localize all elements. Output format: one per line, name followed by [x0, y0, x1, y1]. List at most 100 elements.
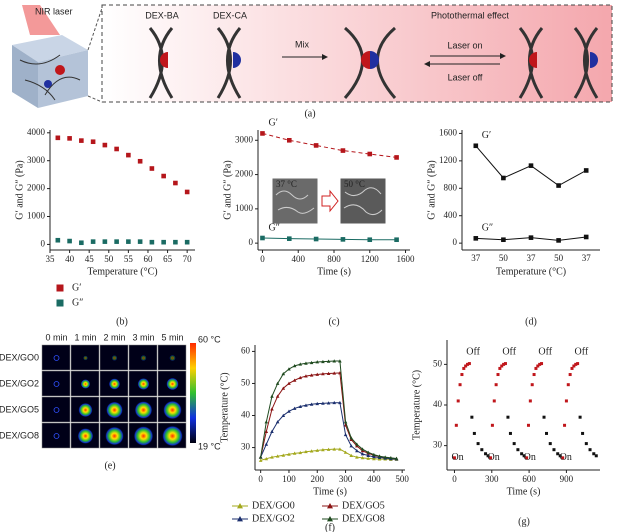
- marker: [184, 189, 190, 195]
- marker: [489, 456, 493, 460]
- marker: [496, 373, 500, 377]
- marker: [264, 420, 269, 424]
- marker: [281, 453, 286, 457]
- marker: [542, 415, 546, 419]
- series-label: G″: [482, 223, 493, 234]
- caption: (e): [104, 460, 115, 471]
- marker: [137, 158, 143, 164]
- arrowhead: [424, 61, 430, 67]
- caption: (d): [525, 316, 537, 327]
- color-bar: [190, 343, 196, 443]
- marker: [568, 373, 572, 377]
- marker: [126, 152, 131, 158]
- laser-on-label: Laser on: [447, 40, 482, 50]
- mix-label: Mix: [295, 39, 309, 49]
- marker: [472, 431, 476, 435]
- marker: [372, 452, 376, 457]
- x-axis-label: Time (s): [507, 486, 541, 497]
- marker: [355, 448, 359, 453]
- row-label: DEX/GO0: [0, 352, 39, 362]
- marker: [452, 456, 456, 460]
- legend-label: DEX/GO2: [252, 513, 295, 524]
- marker: [270, 394, 274, 398]
- marker: [56, 284, 64, 292]
- column-label: 3 min: [132, 332, 154, 342]
- marker: [500, 364, 504, 368]
- marker: [102, 239, 108, 244]
- marker: [321, 401, 325, 405]
- marker: [561, 456, 565, 460]
- thermal-image: [70, 370, 100, 397]
- hot-spot: [83, 355, 88, 361]
- marker: [275, 420, 280, 424]
- marker: [366, 450, 371, 454]
- marker: [287, 381, 291, 385]
- marker: [173, 180, 178, 186]
- marker: [532, 373, 536, 377]
- x-tick-label: 50: [499, 253, 509, 263]
- marker: [530, 383, 534, 387]
- cube-dot: [55, 65, 65, 75]
- marker: [476, 442, 480, 446]
- marker: [315, 448, 320, 452]
- marker: [466, 362, 470, 366]
- marker: [343, 450, 348, 454]
- x-tick-label: 1600: [397, 254, 416, 264]
- x-tick-label: 40: [65, 254, 75, 264]
- marker: [326, 371, 331, 375]
- marker: [501, 237, 506, 243]
- y-axis-label: G′ and G″ (Pa): [426, 160, 437, 219]
- marker: [270, 407, 274, 411]
- marker: [90, 139, 96, 145]
- marker: [304, 374, 308, 378]
- marker: [264, 429, 269, 433]
- marker: [321, 359, 325, 364]
- marker: [538, 362, 542, 366]
- x-axis-label: Temperature (°C): [496, 266, 566, 277]
- marker: [264, 442, 269, 446]
- marker: [161, 239, 166, 245]
- marker: [298, 450, 303, 455]
- marker: [564, 399, 568, 403]
- hot-spot: [166, 377, 179, 391]
- marker: [545, 431, 549, 435]
- hot-spot: [78, 402, 93, 418]
- marker: [528, 235, 534, 240]
- series-label: G′: [482, 130, 491, 141]
- marker: [292, 364, 297, 368]
- marker: [184, 239, 190, 245]
- y-tick-label: 800: [444, 182, 458, 192]
- marker: [338, 447, 342, 451]
- marker: [536, 364, 540, 368]
- component-label: DEX-BA: [145, 10, 179, 20]
- sem-insets: 37 °C 50 °C: [271, 177, 387, 225]
- marker: [315, 401, 320, 406]
- marker: [258, 458, 263, 462]
- marker: [298, 375, 303, 380]
- marker: [287, 452, 291, 456]
- arrowhead: [322, 54, 328, 60]
- cube-strands: [19, 54, 81, 101]
- y-tick-label: 50: [433, 358, 443, 368]
- marker: [338, 400, 342, 405]
- marker: [309, 402, 314, 406]
- marker: [492, 399, 496, 403]
- marker: [394, 456, 399, 460]
- thermal-image: [41, 370, 71, 397]
- marker: [102, 142, 108, 148]
- hot-spot: [140, 355, 147, 361]
- marker: [394, 155, 399, 160]
- row-label: DEX/GO5: [0, 404, 39, 414]
- sample-outline: [53, 433, 60, 439]
- x-tick-label: 60: [143, 254, 153, 264]
- legend-label: G″: [72, 297, 83, 308]
- annotation: Off: [502, 346, 516, 357]
- marker: [502, 362, 506, 366]
- y-tick-label: 60: [241, 345, 251, 355]
- y-tick-label: 0: [41, 238, 46, 248]
- marker: [137, 239, 143, 244]
- marker: [56, 299, 64, 307]
- marker: [264, 456, 269, 461]
- inset-label: 37 °C: [276, 179, 297, 189]
- marker: [287, 367, 291, 371]
